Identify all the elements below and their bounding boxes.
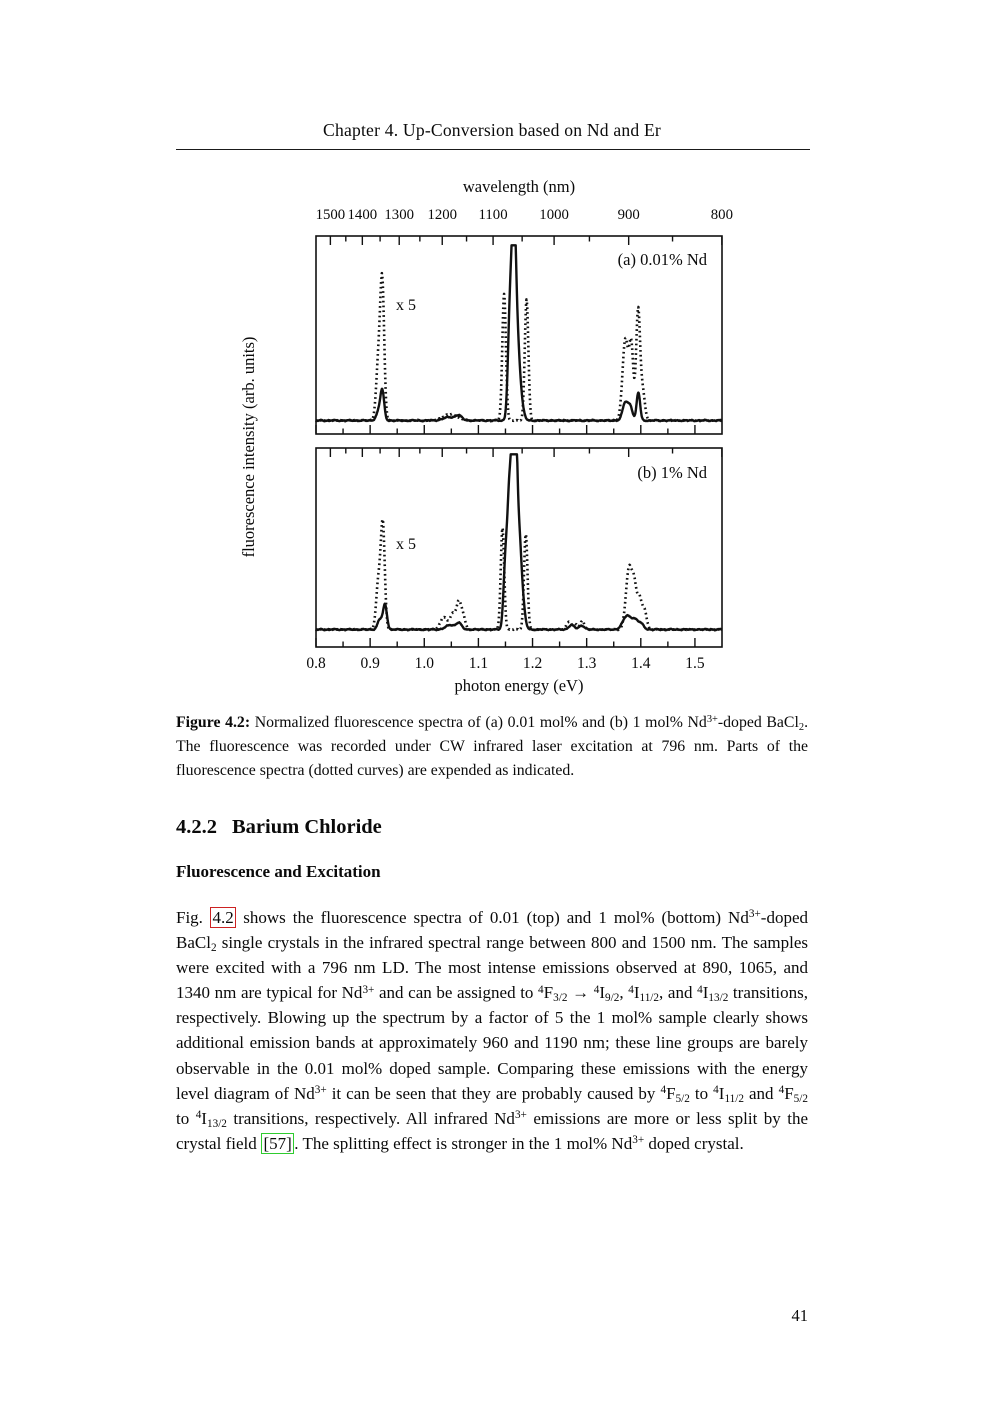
superscript: 4	[697, 983, 703, 996]
plot-frame	[315, 235, 723, 435]
header-rule	[176, 149, 810, 150]
section-number: 4.2.2	[176, 816, 217, 838]
energy-tick-labels: 0.8 0.9 1.0 1.1 1.2 1.3 1.4 1.5	[0, 655, 1000, 675]
bottom-axis-title: photon energy (eV)	[454, 676, 584, 695]
subscript: 13/2	[206, 1117, 227, 1130]
citation-link[interactable]: [57]	[260, 1132, 295, 1154]
superscript: 4	[660, 1084, 667, 1097]
section-heading: 4.2.2 Barium Chloride	[176, 816, 382, 839]
subscript: 11/2	[724, 1092, 744, 1105]
spectrum-curve-dotted	[315, 271, 723, 423]
subsection-heading: Fluorescence and Excitation	[176, 862, 381, 881]
spectra-panel-b: (b) 1% Nd x 5	[315, 447, 723, 648]
y-axis-title: fluorescence intensity (arb. units)	[239, 336, 258, 558]
wavelength-tick-label: 1400	[347, 207, 378, 223]
wavelength-tick-label: 1200	[427, 207, 458, 223]
subscript: 2	[210, 942, 217, 955]
superscript: 3+	[314, 1084, 327, 1097]
axis-ticks	[315, 236, 723, 434]
figure-reference-link[interactable]: 4.2	[209, 907, 237, 928]
wavelength-tick-label: 1000	[539, 207, 569, 223]
plot-frame	[315, 447, 723, 648]
subscript: 13/2	[708, 992, 729, 1005]
body-paragraph: Fig. 4.2 shows the fluorescence spectra …	[176, 907, 809, 1154]
superscript: 4	[713, 1084, 719, 1097]
subscript: 9/2	[605, 992, 620, 1005]
subscript: 11/2	[639, 992, 660, 1005]
subscript: 5/2	[675, 1092, 690, 1105]
energy-tick-label: 1.5	[685, 655, 705, 672]
superscript: 4	[628, 983, 634, 996]
superscript: 4	[778, 1084, 785, 1097]
figure-caption: Figure 4.2: Normalized fluorescence spec…	[176, 713, 809, 779]
subscript: 3/2	[553, 992, 568, 1005]
energy-tick-label: 0.8	[306, 655, 326, 672]
wavelength-tick-label: 1100	[478, 207, 508, 223]
energy-tick-label: 1.1	[468, 655, 489, 672]
section-title: Barium Chloride	[232, 816, 382, 838]
axis-ticks	[315, 448, 723, 647]
superscript: 4	[538, 983, 544, 996]
wavelength-tick-label: 900	[617, 207, 640, 223]
subscript: 5/2	[793, 1092, 808, 1105]
panel-label: (a) 0.01% Nd	[618, 250, 708, 269]
subscript: 2	[798, 721, 805, 733]
superscript: 4	[593, 983, 600, 996]
spectrum-curve-solid	[315, 453, 723, 632]
magnification-label: x 5	[396, 297, 416, 314]
wavelength-tick-labels: 1500 1400 1300 1200 1100 1000 900 800	[0, 207, 1000, 227]
spectrum-curve-solid	[315, 244, 723, 423]
wavelength-tick-label: 1300	[384, 207, 414, 223]
energy-tick-label: 1.0	[414, 655, 434, 672]
energy-tick-label: 0.9	[360, 655, 380, 672]
magnification-label: x 5	[396, 536, 416, 553]
page-number: 41	[791, 1306, 809, 1325]
wavelength-tick-label: 1500	[315, 207, 346, 223]
wavelength-tick-label: 800	[710, 207, 733, 223]
panel-label: (b) 1% Nd	[637, 463, 707, 482]
bold-run: Figure 4.2:	[176, 714, 251, 731]
superscript: 3+	[706, 713, 718, 725]
energy-tick-label: 1.3	[576, 655, 597, 672]
superscript: 3+	[514, 1109, 527, 1122]
energy-tick-label: 1.4	[631, 655, 651, 672]
energy-tick-label: 1.2	[522, 655, 543, 672]
superscript: 3+	[632, 1134, 645, 1147]
superscript: 3+	[362, 983, 375, 996]
spectra-panel-a: (a) 0.01% Nd x 5	[315, 235, 723, 435]
running-header: Chapter 4. Up-Conversion based on Nd and…	[323, 120, 661, 140]
superscript: 4	[195, 1109, 202, 1122]
top-axis-title: wavelength (nm)	[462, 177, 576, 196]
superscript: 3+	[748, 908, 761, 921]
